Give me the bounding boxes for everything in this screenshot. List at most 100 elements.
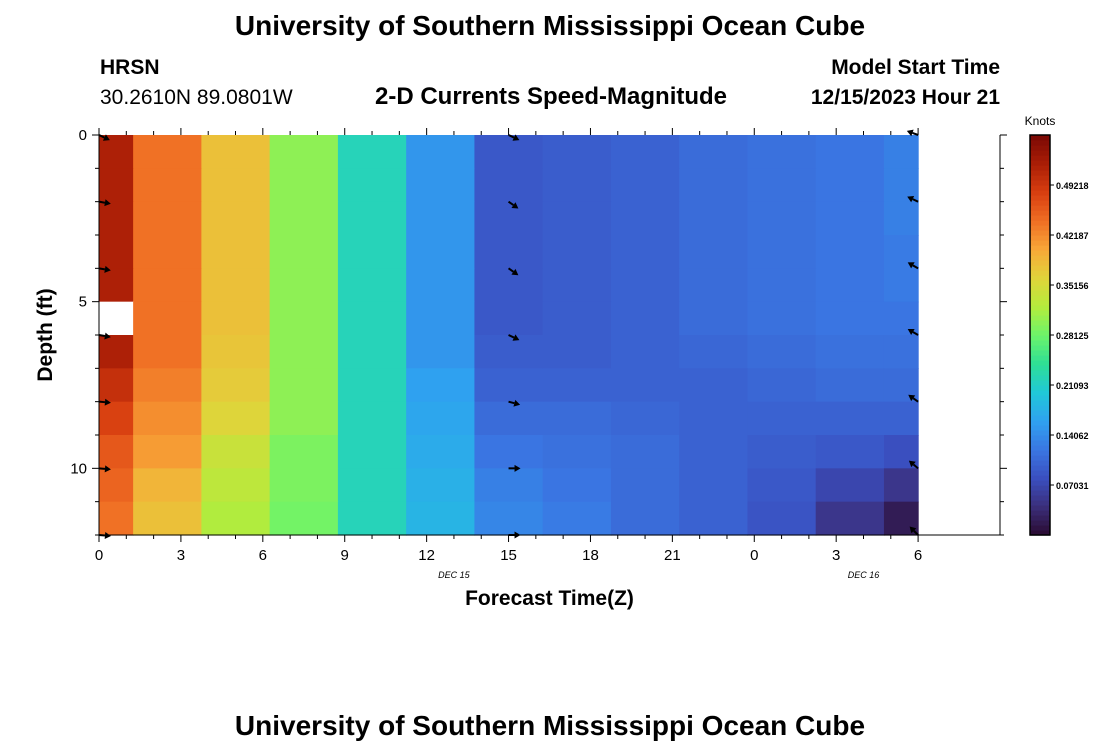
x-tick-label: 6	[914, 547, 922, 564]
heatmap-cell	[99, 501, 134, 536]
heatmap-cell	[337, 135, 407, 169]
heatmap-cell	[610, 301, 680, 336]
date-label: DEC 16	[848, 570, 880, 580]
heatmap-cell	[201, 135, 271, 169]
x-tick-label: 0	[750, 547, 758, 564]
current-vector-arrowhead	[511, 202, 519, 209]
colorbar-segment	[1030, 330, 1050, 336]
heatmap-cell	[815, 135, 885, 169]
colorbar-segment	[1030, 515, 1050, 521]
colorbar-segment	[1030, 485, 1050, 491]
heatmap-cell	[815, 368, 885, 403]
colorbar-segment	[1030, 345, 1050, 351]
x-tick-label: 3	[177, 547, 185, 564]
heatmap-cell	[337, 435, 407, 469]
colorbar-segment	[1030, 445, 1050, 451]
heatmap-cell	[679, 168, 749, 203]
heatmap-cell	[133, 301, 202, 336]
colorbar-segment	[1030, 365, 1050, 371]
colorbar-segment	[1030, 220, 1050, 226]
heatmap-cell	[406, 301, 476, 336]
colorbar-segment	[1030, 480, 1050, 486]
heatmap-cell	[815, 168, 885, 203]
heatmap-cell	[610, 435, 680, 469]
colorbar-segment	[1030, 175, 1050, 181]
current-vector-shaft	[508, 334, 515, 339]
heatmap-cell	[337, 235, 407, 269]
heatmap-cell	[679, 335, 749, 369]
colorbar-segment	[1030, 280, 1050, 286]
heatmap-cell	[815, 235, 885, 269]
heatmap-cell	[815, 468, 885, 503]
heatmap-cell	[99, 301, 134, 336]
heatmap-cell	[406, 268, 476, 303]
heatmap-cell	[133, 468, 202, 503]
colorbar-segment	[1030, 430, 1050, 436]
colorbar-segment	[1030, 450, 1050, 456]
current-vector-arrowhead	[907, 262, 915, 269]
heatmap-cell	[679, 501, 749, 536]
heatmap-cell	[269, 235, 339, 269]
heatmap-cell	[133, 435, 202, 469]
current-vector-arrowhead	[102, 134, 110, 141]
current-vector-arrowhead	[908, 460, 916, 468]
colorbar-segment	[1030, 165, 1050, 171]
heatmap-cell	[337, 201, 407, 236]
heatmap-cell	[269, 501, 339, 536]
heatmap-cell	[610, 401, 680, 436]
colorbar-segment	[1030, 410, 1050, 416]
current-vector-arrowhead	[104, 332, 111, 340]
colorbar-segment	[1030, 435, 1050, 441]
heatmap-cell	[883, 335, 919, 369]
colorbar-segment	[1030, 355, 1050, 361]
heatmap-cell	[815, 401, 885, 436]
heatmap-cell	[474, 368, 544, 403]
heatmap-cell	[337, 168, 407, 203]
heatmap-cell	[679, 368, 749, 403]
heatmap-cell	[201, 368, 271, 403]
colorbar-segment	[1030, 215, 1050, 221]
colorbar-segment	[1030, 495, 1050, 501]
colorbar-segment	[1030, 425, 1050, 431]
colorbar-segment	[1030, 335, 1050, 341]
heatmap-cell	[474, 435, 544, 469]
heatmap-cell	[201, 235, 271, 269]
colorbar-segment	[1030, 155, 1050, 161]
heatmap-cell	[406, 201, 476, 236]
heatmap-cell	[99, 368, 134, 403]
colorbar-tick-label: 0.35156	[1056, 281, 1089, 291]
colorbar-segment	[1030, 505, 1050, 511]
current-vector-shaft	[912, 198, 919, 203]
heatmap-cell	[337, 501, 407, 536]
current-vector-arrowhead	[104, 398, 111, 406]
current-vector-arrowhead	[513, 399, 521, 407]
current-vector-shaft	[98, 134, 105, 139]
colorbar-segment	[1030, 285, 1050, 291]
colorbar-segment	[1030, 395, 1050, 401]
colorbar-segment	[1030, 490, 1050, 496]
heatmap-cell	[474, 468, 544, 503]
station-name: HRSN	[100, 56, 160, 79]
heatmap-cell	[542, 401, 612, 436]
current-vector-arrowhead	[511, 268, 519, 276]
heatmap-cell	[99, 168, 134, 203]
heatmap-cell	[542, 301, 612, 336]
heatmap-cell	[133, 401, 202, 436]
x-tick-label: 6	[259, 547, 267, 564]
heatmap-cell	[610, 501, 680, 536]
heatmap-cell	[133, 135, 202, 169]
colorbar-segment	[1030, 245, 1050, 251]
colorbar-segment	[1030, 305, 1050, 311]
heatmap-cell	[99, 435, 134, 469]
heatmap-cell	[201, 201, 271, 236]
heatmap-cell	[815, 501, 885, 536]
colorbar-segment	[1030, 250, 1050, 256]
heatmap-cell	[99, 135, 134, 169]
heatmap-cell	[747, 268, 817, 303]
heatmap-cell	[610, 168, 680, 203]
x-tick-label: 21	[664, 547, 681, 564]
x-axis-title: Forecast Time(Z)	[465, 587, 634, 610]
colorbar-segment	[1030, 190, 1050, 196]
heatmap-cell	[474, 268, 544, 303]
heatmap-cell	[815, 201, 885, 236]
